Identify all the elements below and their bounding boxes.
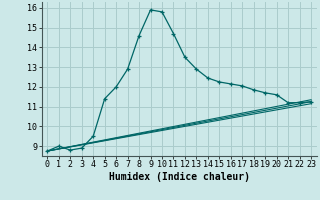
- X-axis label: Humidex (Indice chaleur): Humidex (Indice chaleur): [109, 172, 250, 182]
